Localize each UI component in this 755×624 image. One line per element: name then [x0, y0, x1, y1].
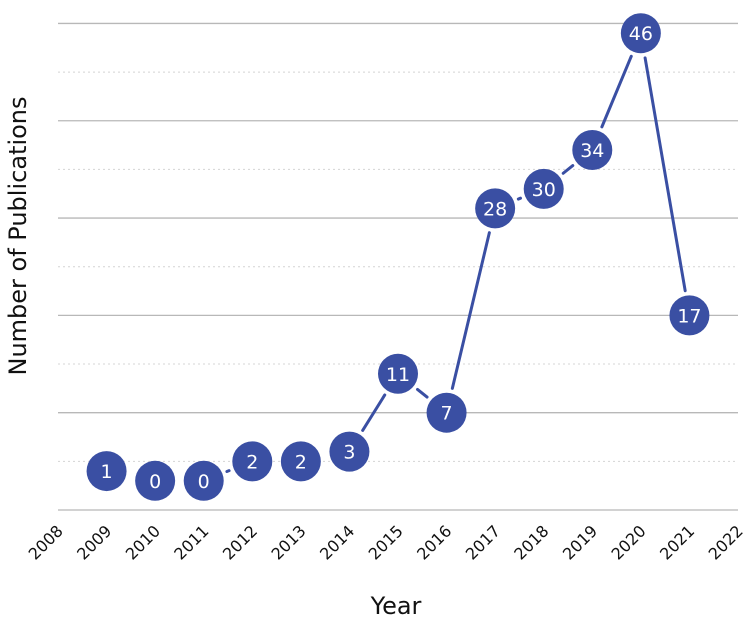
- data-point: [523, 168, 564, 209]
- x-tick-label: 2016: [413, 521, 455, 563]
- data-label: 7: [441, 403, 453, 425]
- x-tick-label: 2017: [462, 521, 504, 563]
- data-label: 30: [532, 179, 556, 201]
- series-markers: 1 0 0 2 2 3 11 7 28 30 34 46 17: [86, 13, 710, 501]
- data-point: [572, 129, 613, 170]
- x-tick-label: 2013: [267, 521, 309, 563]
- x-axis-title: Year: [370, 592, 422, 620]
- data-label: 3: [343, 442, 355, 464]
- data-point: [475, 188, 516, 229]
- data-label: 17: [677, 305, 701, 327]
- data-point: [426, 392, 467, 433]
- x-tick-label: 2012: [219, 521, 261, 563]
- data-point: [620, 13, 661, 54]
- x-tick-label: 2020: [607, 521, 649, 563]
- x-tick-label: 2010: [122, 521, 164, 563]
- x-tick-label: 2022: [705, 521, 747, 563]
- x-tick-label: 2021: [656, 521, 698, 563]
- data-label: 0: [149, 471, 161, 493]
- data-label: 0: [198, 471, 210, 493]
- series-segment: [516, 196, 523, 201]
- y-axis-title: Number of Publications: [4, 96, 32, 375]
- series-segment: [600, 54, 633, 129]
- data-point: [86, 451, 127, 492]
- data-label: 2: [295, 451, 307, 473]
- data-label: 1: [101, 461, 113, 483]
- data-label: 28: [483, 198, 507, 220]
- data-label: 11: [386, 364, 410, 386]
- data-label: 46: [629, 23, 653, 45]
- data-point: [183, 460, 224, 501]
- x-tick-label: 2015: [365, 521, 407, 563]
- data-point: [232, 441, 273, 482]
- x-tick-label: 2019: [559, 521, 601, 563]
- series-segment: [561, 164, 575, 175]
- data-label: 2: [246, 451, 258, 473]
- data-point: [280, 441, 321, 482]
- series-segment: [416, 387, 429, 399]
- x-tick-labels: 2008 2009 2010 2011 2012 2013 2014 2015 2016 2017…: [25, 521, 747, 563]
- x-tick-label: 2011: [170, 521, 212, 563]
- x-tick-label: 2009: [73, 521, 115, 563]
- x-tick-label: 2008: [25, 521, 67, 563]
- data-point: [329, 431, 370, 472]
- data-point: [669, 295, 710, 336]
- series-segment: [361, 393, 387, 432]
- data-point: [135, 460, 176, 501]
- series-lines: [225, 54, 687, 474]
- series-segment: [450, 231, 491, 390]
- series-segment: [643, 56, 687, 293]
- data-point: [378, 353, 418, 394]
- grid-lines: [58, 22, 738, 511]
- x-tick-label: 2014: [316, 521, 358, 563]
- series-segment: [225, 469, 231, 474]
- data-label: 34: [580, 140, 604, 162]
- x-tick-label: 2018: [510, 521, 552, 563]
